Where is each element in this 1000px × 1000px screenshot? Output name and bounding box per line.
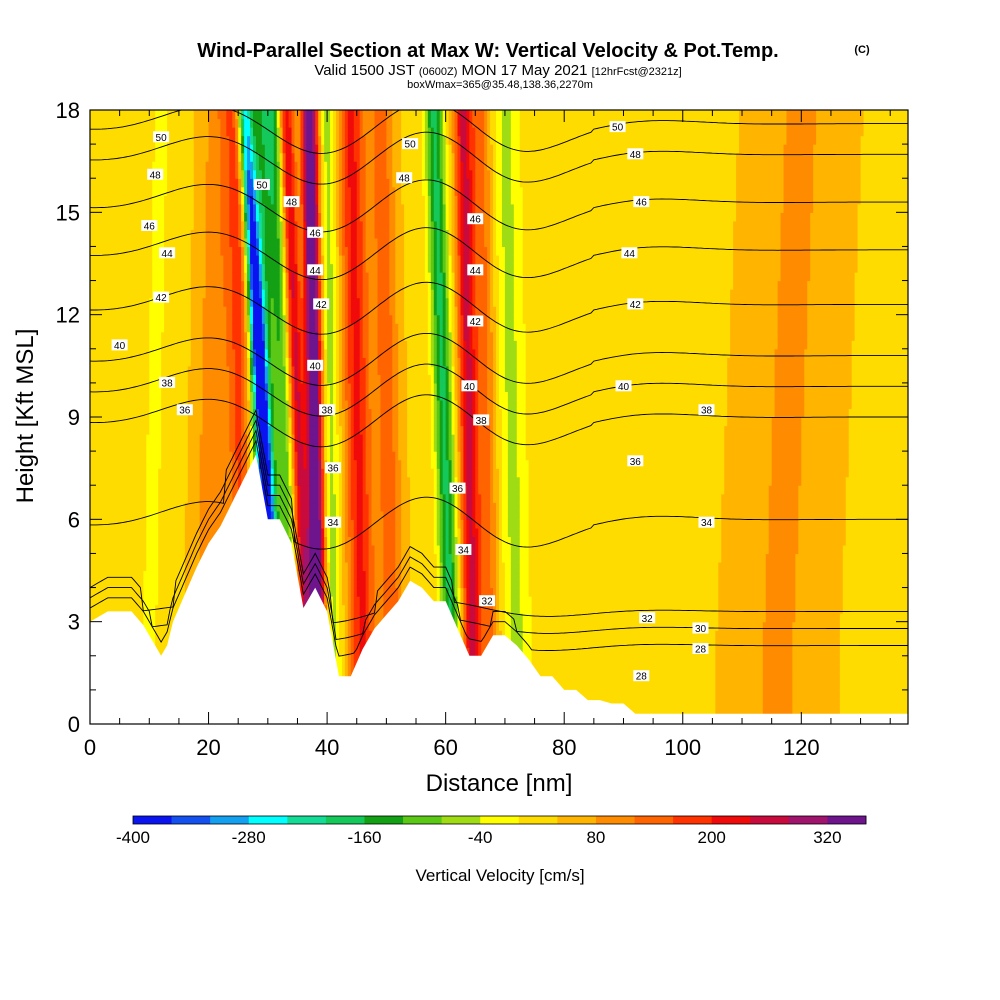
valid-date: MON 17 May 2021: [462, 62, 588, 79]
valid-forecast: [12hrFcst@2321z]: [592, 66, 682, 78]
copyright-mark: (C): [854, 44, 870, 56]
chart-title: Wind-Parallel Section at Max W: Vertical…: [197, 40, 778, 62]
valid-zulu: (0600Z): [419, 66, 458, 78]
valid-time-line: Valid 1500 JST (0600Z) MON 17 May 2021 […: [314, 62, 681, 79]
valid-prefix: Valid 1500 JST: [314, 62, 414, 79]
plot-area: 5048464442403836504846444240383634504846…: [90, 102, 909, 725]
cross-section-figure: Wind-Parallel Section at Max W: Vertical…: [0, 0, 1000, 1000]
box-wmax-line: boxWmax=365@35.48,138.36,2270m: [407, 79, 593, 91]
